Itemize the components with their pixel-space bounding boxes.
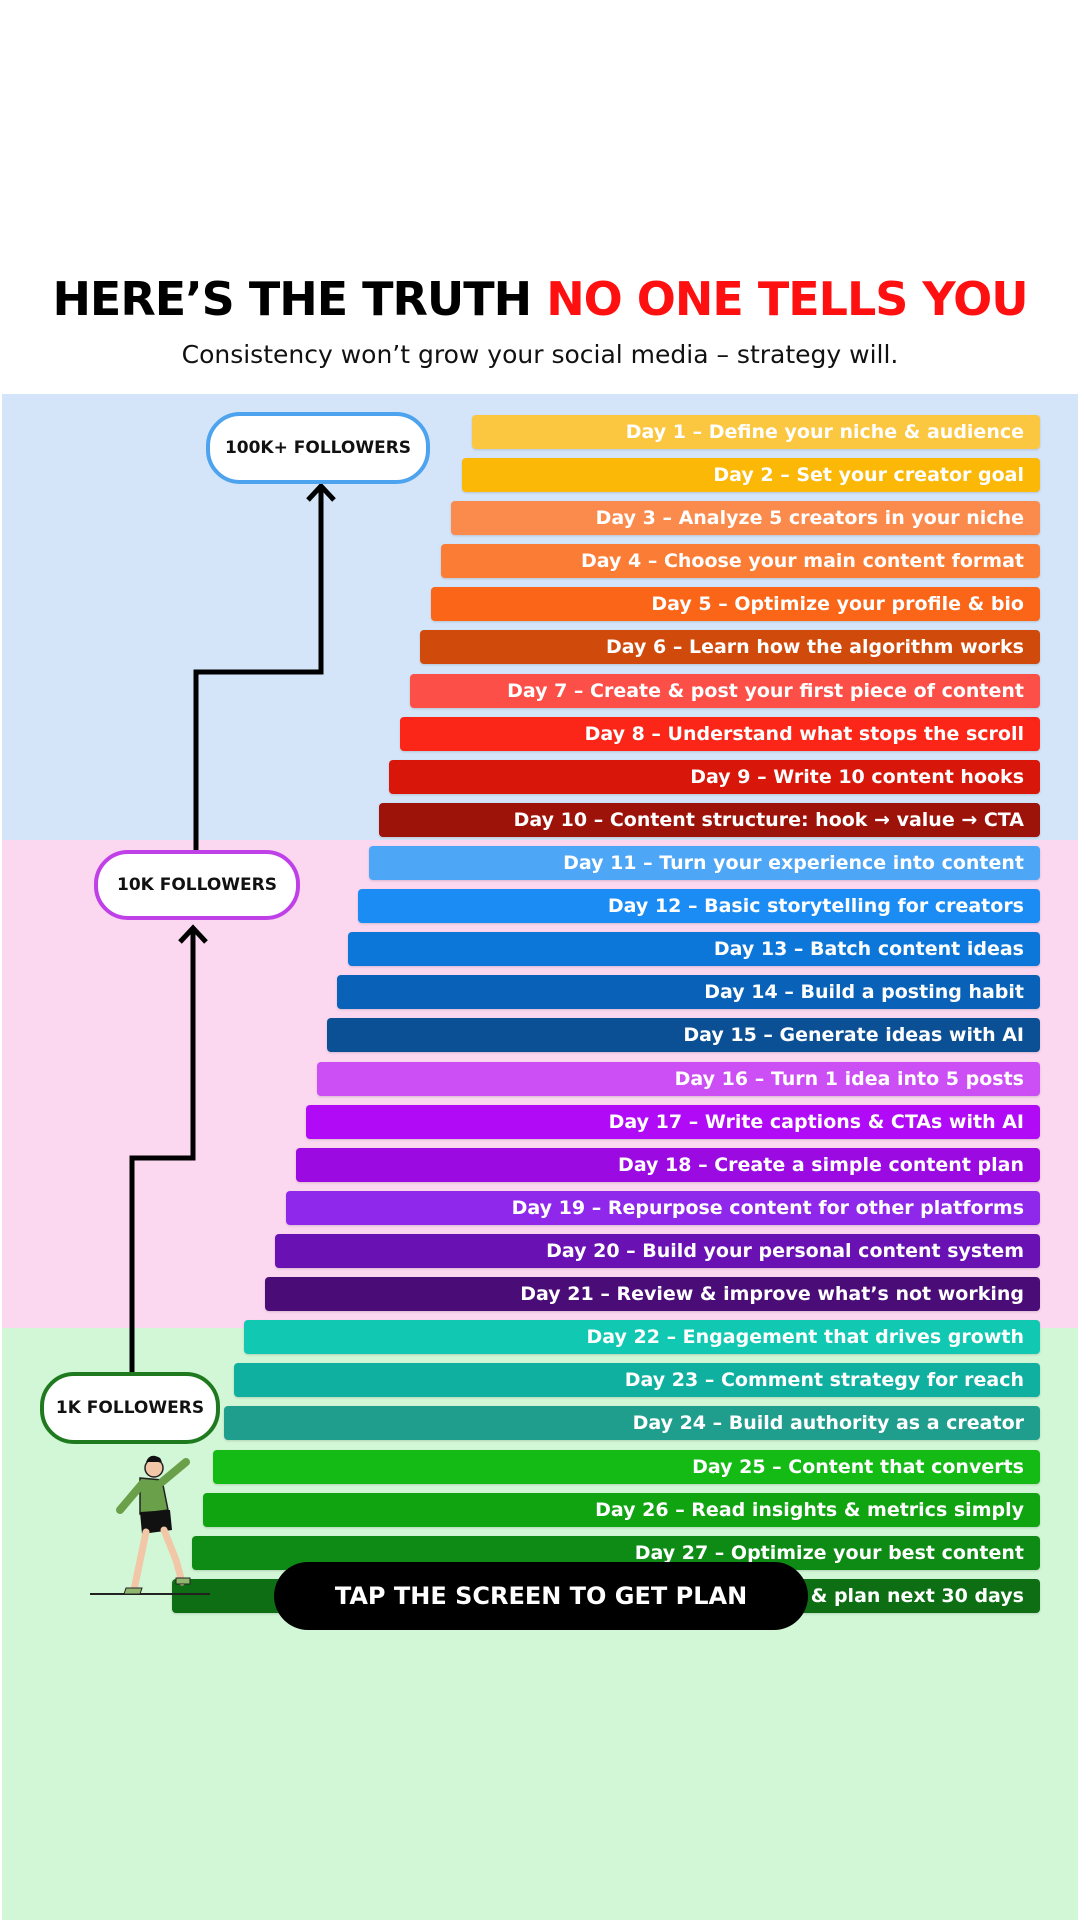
day-step-20: Day 20 – Build your personal content sys… [275,1234,1040,1268]
day-step-12: Day 12 – Basic storytelling for creators [358,889,1040,923]
day-step-18: Day 18 – Create a simple content plan [296,1148,1040,1182]
day-step-1: Day 1 – Define your niche & audience [472,415,1040,449]
path-10k-to-100k [193,488,324,852]
day-step-3: Day 3 – Analyze 5 creators in your niche [451,501,1040,535]
headline-accent: NO ONE TELLS YOU [546,272,1028,326]
milestone-100k-followers: 100K+ FOLLOWERS [206,412,430,484]
day-step-19: Day 19 – Repurpose content for other pla… [286,1191,1040,1225]
day-step-23: Day 23 – Comment strategy for reach [234,1363,1040,1397]
path-1k-to-10k [129,930,196,1374]
day-step-16: Day 16 – Turn 1 idea into 5 posts [317,1062,1040,1096]
day-step-8: Day 8 – Understand what stops the scroll [400,717,1040,751]
day-step-5: Day 5 – Optimize your profile & bio [431,587,1040,621]
day-step-14: Day 14 – Build a posting habit [337,975,1040,1009]
day-step-15: Day 15 – Generate ideas with AI [327,1018,1040,1052]
climbing-person-icon [90,1455,210,1595]
day-step-13: Day 13 – Batch content ideas [348,932,1040,966]
day-step-6: Day 6 – Learn how the algorithm works [420,630,1040,664]
day-step-7: Day 7 – Create & post your first piece o… [410,674,1040,708]
arrowhead-10k [178,924,208,944]
milestone-10k-followers: 10K FOLLOWERS [94,850,300,920]
subheadline: Consistency won’t grow your social media… [181,340,899,369]
day-step-4: Day 4 – Choose your main content format [441,544,1040,578]
day-step-24: Day 24 – Build authority as a creator [224,1406,1040,1440]
day-step-22: Day 22 – Engagement that drives growth [244,1320,1040,1354]
day-step-25: Day 25 – Content that converts [213,1450,1040,1484]
day-step-11: Day 11 – Turn your experience into conte… [369,846,1040,880]
milestone-1k-followers: 1K FOLLOWERS [40,1372,220,1444]
headline: HERE’S THE TRUTH NO ONE TELLS YOU [0,272,1080,326]
get-plan-cta-button[interactable]: TAP THE SCREEN TO GET PLAN [274,1562,808,1630]
day-step-21: Day 21 – Review & improve what’s not wor… [265,1277,1040,1311]
day-step-26: Day 26 – Read insights & metrics simply [203,1493,1040,1527]
day-step-9: Day 9 – Write 10 content hooks [389,760,1040,794]
headline-main: HERE’S THE TRUTH [52,272,547,326]
day-step-10: Day 10 – Content structure: hook → value… [379,803,1040,837]
day-step-17: Day 17 – Write captions & CTAs with AI [306,1105,1040,1139]
arrowhead-100k [306,482,336,502]
day-step-2: Day 2 – Set your creator goal [462,458,1040,492]
